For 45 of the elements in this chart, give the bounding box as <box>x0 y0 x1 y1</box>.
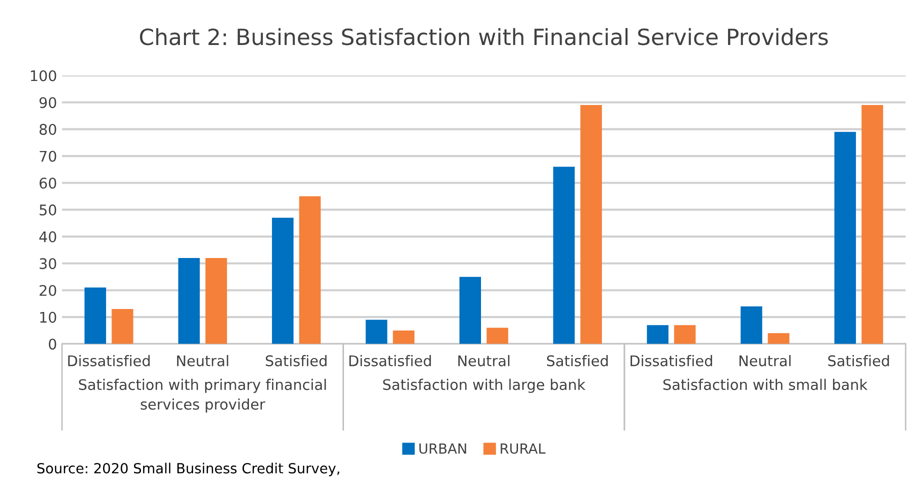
y-tick-label: 20 <box>40 284 56 296</box>
x-tick-label: Satisfied <box>266 355 327 366</box>
x-tick-label: Dissatisfied <box>68 355 150 366</box>
bar <box>272 218 294 344</box>
x-tick-label: Satisfied <box>547 355 608 366</box>
x-tick-label: Neutral <box>740 355 791 366</box>
y-tick-label: 70 <box>40 150 56 162</box>
bar <box>459 276 482 344</box>
bar <box>768 333 790 344</box>
bar <box>580 105 602 344</box>
bar <box>646 325 668 344</box>
bar <box>392 330 414 344</box>
text: Satisfaction with primary financial services provider <box>78 378 326 413</box>
chart-title: Chart 2: Business Satisfaction with Financial Service Providers <box>140 28 828 46</box>
source-note: Source: 2020 Small Business Credit Survey, <box>37 462 340 476</box>
x-tick-label: Neutral <box>458 355 510 366</box>
x-tick-label: Neutral <box>177 355 228 366</box>
text: Satisfaction with large bank <box>383 378 586 393</box>
x-tick-label: Dissatisfied <box>349 355 431 366</box>
y-tick-label: 60 <box>40 178 56 189</box>
x-tick-label: Satisfied <box>828 355 889 366</box>
legend-label: URBAN <box>419 443 466 454</box>
bar <box>553 166 575 344</box>
text: Satisfaction with small bank <box>663 378 868 390</box>
legend-label: RURAL <box>500 443 546 454</box>
bar <box>205 258 227 344</box>
y-tick-label: 0 <box>48 338 56 350</box>
bar <box>112 309 134 344</box>
bar <box>740 306 762 344</box>
bar <box>862 105 884 344</box>
y-tick-label: 40 <box>39 231 56 242</box>
y-tick-label: 80 <box>40 124 56 135</box>
bar <box>366 320 388 344</box>
y-tick-label: 30 <box>40 258 56 270</box>
y-tick-label: 50 <box>40 204 56 216</box>
y-tick-label: 90 <box>40 97 56 108</box>
bar <box>834 132 856 344</box>
bar <box>674 325 696 344</box>
y-tick-label: 10 <box>40 312 56 323</box>
bar <box>486 328 508 344</box>
y-tick-label: 100 <box>30 70 56 82</box>
x-tick-label: Dissatisfied <box>630 355 712 366</box>
bar <box>178 258 200 344</box>
bar <box>299 196 321 344</box>
bar <box>84 288 106 344</box>
